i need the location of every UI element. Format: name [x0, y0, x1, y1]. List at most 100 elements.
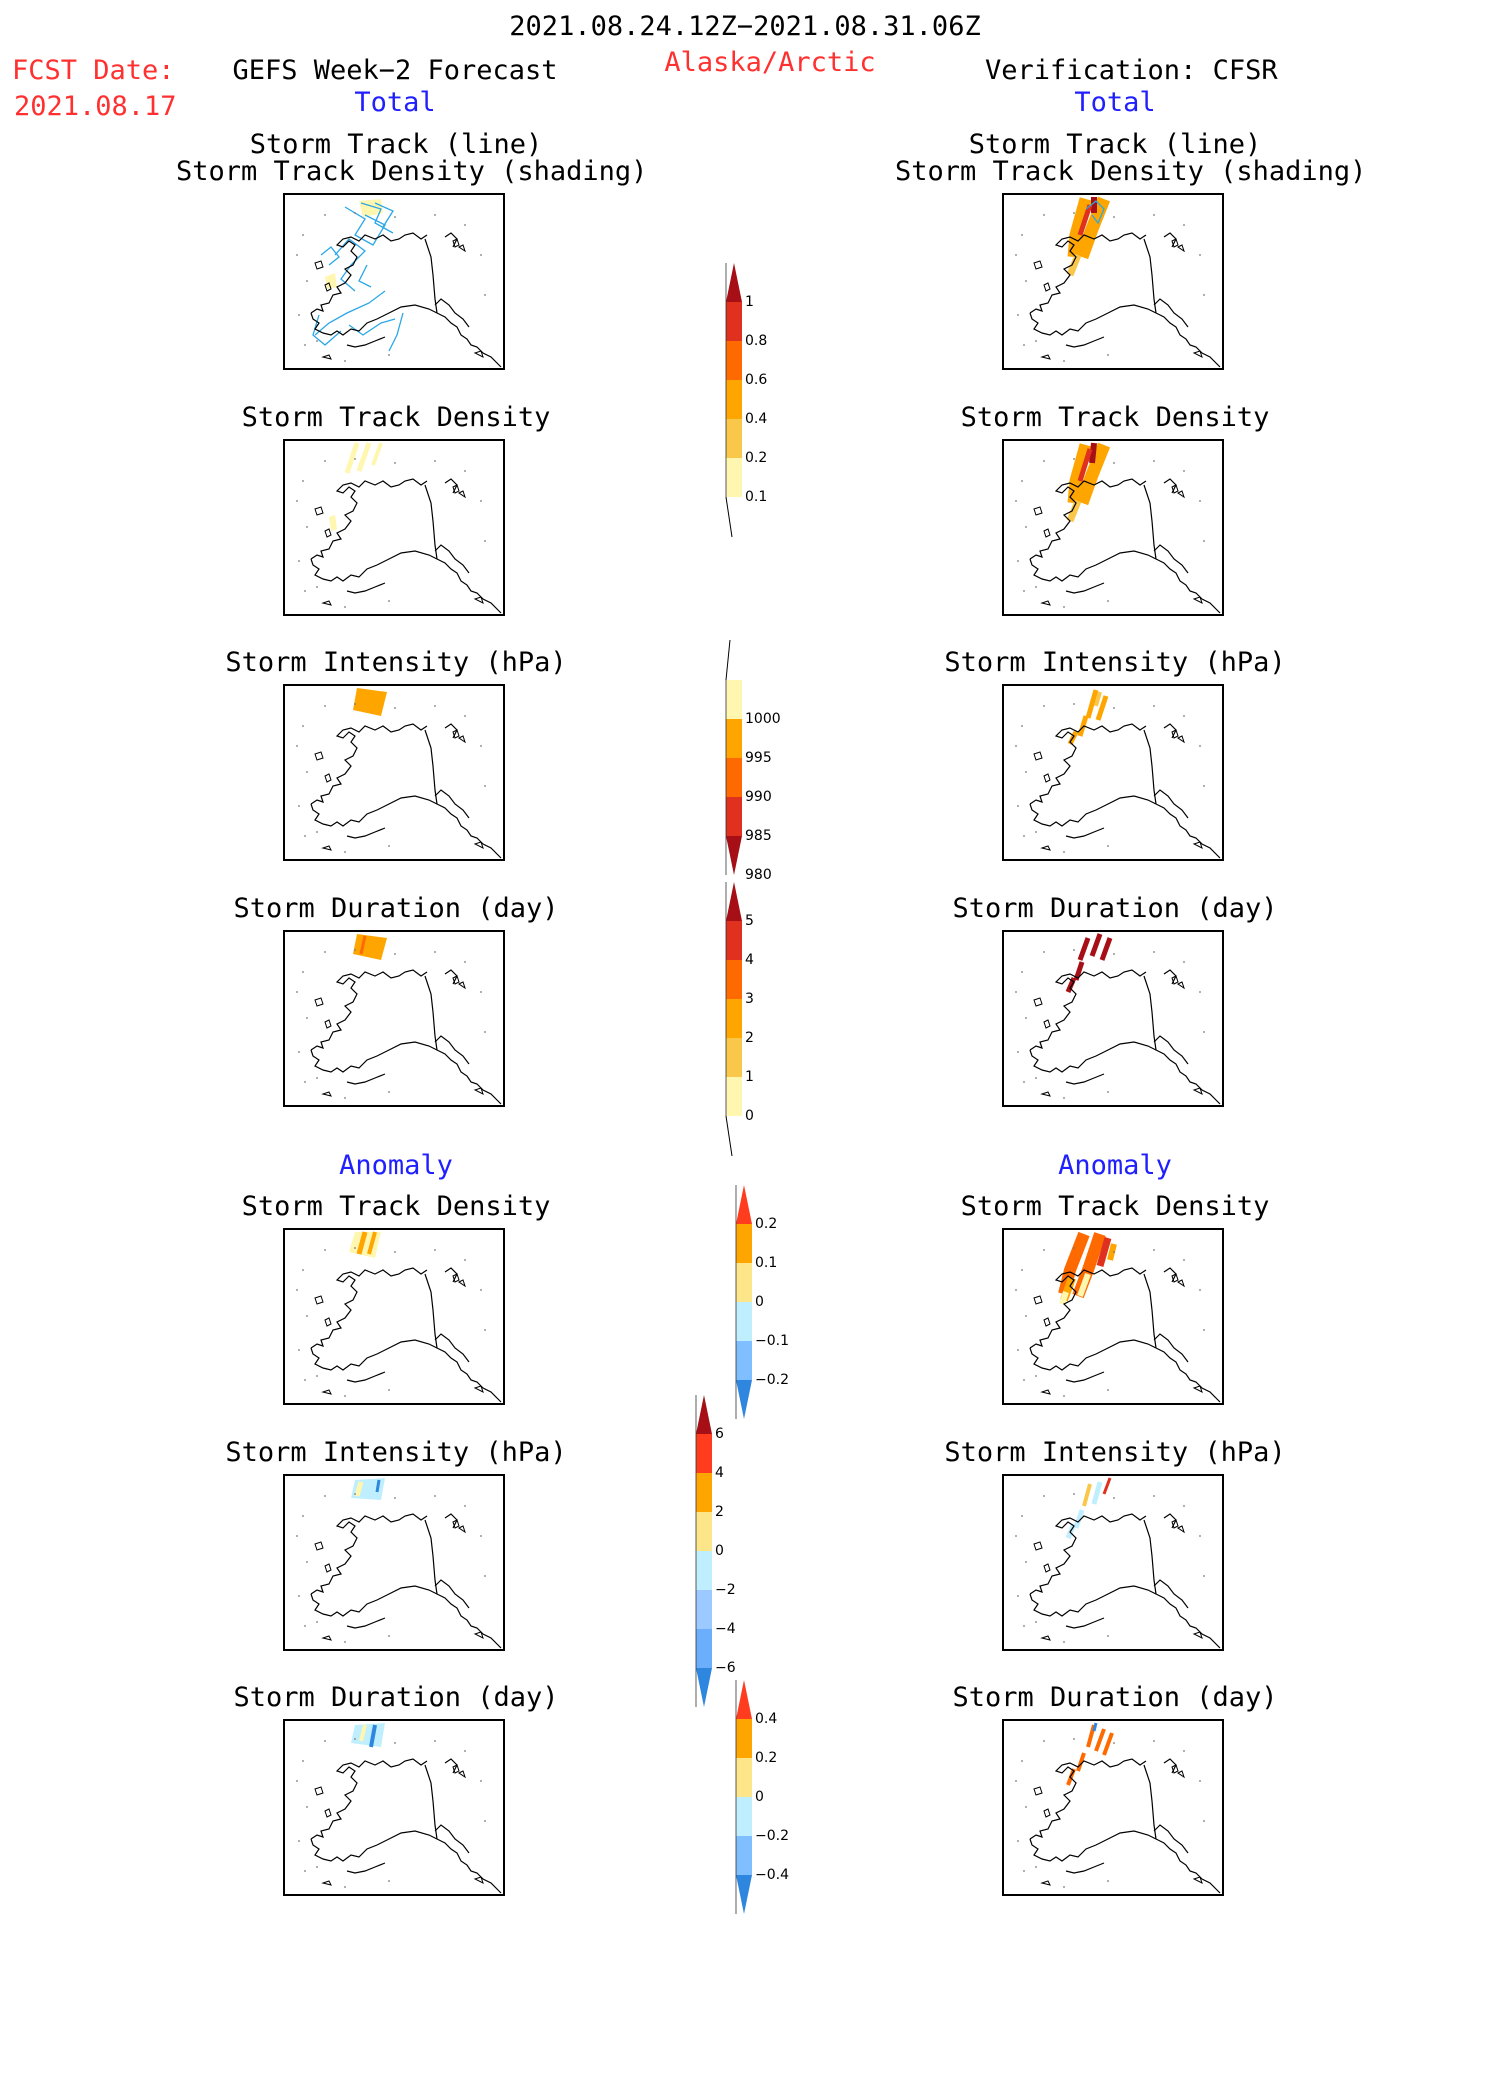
colorbar-label: 2	[745, 1030, 754, 1046]
colorbar-swatch	[736, 1380, 752, 1419]
colorbar-label: −0.4	[755, 1867, 789, 1883]
colorbar-label: 0	[755, 1294, 764, 1310]
valid-period: 2021.08.24.12Z−2021.08.31.06Z	[509, 11, 981, 42]
colorbar-swatch	[726, 836, 742, 875]
forecast-density-map	[283, 439, 505, 616]
colorbar-label: 5	[745, 913, 754, 929]
fcst-date-value: 2021.08.17	[14, 91, 177, 122]
map-svg	[296, 442, 502, 614]
left-duration-title: Storm Duration (day)	[233, 893, 559, 924]
colorbar-swatch	[736, 1758, 752, 1797]
colorbar-label: 2	[715, 1504, 724, 1520]
colorbar-swatch	[736, 1341, 752, 1380]
colorbar-swatch	[726, 680, 742, 719]
left-anom-density-title: Storm Track Density	[241, 1191, 551, 1222]
right-density-title: Storm Track Density	[960, 402, 1270, 433]
fcst-date-label: FCST Date:	[12, 55, 175, 86]
verification-duration-anomaly-map	[1002, 1719, 1224, 1896]
colorbar-swatch	[726, 719, 742, 758]
left-total-heading: Total	[354, 87, 436, 118]
left-track-shading-title: Storm Track Density (shading)	[176, 156, 648, 187]
forecast-duration-anomaly-map	[283, 1719, 505, 1896]
map-svg	[296, 199, 502, 368]
colorbar-label: 995	[745, 750, 772, 766]
verification-track-map	[1002, 193, 1224, 370]
map-svg	[296, 688, 502, 859]
colorbar-label: 0	[755, 1789, 764, 1805]
left-track-line-title: Storm Track (line)	[249, 129, 543, 160]
right-duration-title: Storm Duration (day)	[952, 893, 1278, 924]
right-anom-intensity-title: Storm Intensity (hPa)	[944, 1437, 1286, 1468]
colorbar-swatch	[726, 1077, 742, 1116]
right-total-heading: Total	[1074, 87, 1156, 118]
colorbar-label: 0.1	[755, 1255, 778, 1271]
forecast-duration-map	[283, 930, 505, 1107]
colorbar-label: 6	[715, 1426, 724, 1442]
map-svg	[1015, 442, 1221, 614]
colorbar-svg	[725, 882, 742, 1157]
colorbar-swatch	[736, 1185, 752, 1224]
verification-intensity-map	[1002, 684, 1224, 861]
right-intensity-title: Storm Intensity (hPa)	[944, 647, 1286, 678]
left-intensity-title: Storm Intensity (hPa)	[225, 647, 567, 678]
colorbar-svg	[725, 263, 742, 538]
right-track-line-title: Storm Track (line)	[968, 129, 1262, 160]
colorbar-swatch	[726, 263, 742, 302]
verification-density-anomaly-map	[1002, 1228, 1224, 1405]
colorbar-swatch	[736, 1875, 752, 1914]
colorbar-swatch	[736, 1680, 752, 1719]
verification-intensity-anomaly-map	[1002, 1474, 1224, 1651]
verification-density-map	[1002, 439, 1224, 616]
right-anom-density-title: Storm Track Density	[960, 1191, 1270, 1222]
map-svg	[1015, 1477, 1221, 1649]
colorbar-swatch	[736, 1836, 752, 1875]
colorbar-label: 4	[715, 1465, 724, 1481]
forecast-intensity-map	[283, 684, 505, 861]
forecast-track-map	[283, 193, 505, 370]
colorbar-swatch	[696, 1551, 712, 1590]
colorbar-swatch	[726, 458, 742, 497]
colorbar-label: −4	[715, 1621, 736, 1637]
map-svg	[1015, 689, 1221, 859]
colorbar-swatch	[726, 921, 742, 960]
map-svg	[1015, 1722, 1221, 1894]
colorbar-label: 0	[745, 1108, 754, 1124]
colorbar-swatch	[726, 960, 742, 999]
right-column-title: Verification: CFSR	[985, 55, 1278, 86]
colorbar-label: −0.2	[755, 1372, 789, 1388]
colorbar-swatch	[696, 1590, 712, 1629]
region-title: Alaska/Arctic	[664, 47, 876, 78]
colorbar-swatch	[696, 1668, 712, 1707]
colorbar-swatch	[736, 1719, 752, 1758]
colorbar-label: 4	[745, 952, 754, 968]
colorbar-swatch	[726, 380, 742, 419]
colorbar-label: 3	[745, 991, 754, 1007]
colorbar-label: 0.4	[755, 1711, 778, 1727]
colorbar-svg	[735, 1680, 752, 1914]
forecast-density-anomaly-map	[283, 1228, 505, 1405]
colorbar-label: 1	[745, 294, 754, 310]
right-track-shading-title: Storm Track Density (shading)	[895, 156, 1367, 187]
colorbar-swatch	[726, 999, 742, 1038]
colorbar-label: −0.1	[755, 1333, 789, 1349]
colorbar-label: −6	[715, 1660, 736, 1676]
verification-duration-map	[1002, 930, 1224, 1107]
colorbar-swatch	[726, 758, 742, 797]
map-svg	[296, 1231, 502, 1403]
colorbar-label: 0.2	[755, 1216, 778, 1232]
colorbar-label: 1	[745, 1069, 754, 1085]
left-anom-intensity-title: Storm Intensity (hPa)	[225, 1437, 567, 1468]
colorbar-swatch	[726, 882, 742, 921]
right-anomaly-heading: Anomaly	[1058, 1150, 1172, 1181]
colorbar-label: 990	[745, 789, 772, 805]
forecast-intensity-anomaly-map	[283, 1474, 505, 1651]
colorbar-label: 0.6	[745, 372, 768, 388]
colorbar-swatch	[726, 419, 742, 458]
colorbar-svg	[735, 1185, 752, 1419]
colorbar-svg	[725, 639, 742, 875]
map-svg	[1015, 933, 1221, 1105]
map-svg	[296, 1723, 502, 1894]
colorbar-label: 0.1	[745, 489, 768, 505]
colorbar-swatch	[696, 1434, 712, 1473]
colorbar-label: 1000	[745, 711, 781, 727]
